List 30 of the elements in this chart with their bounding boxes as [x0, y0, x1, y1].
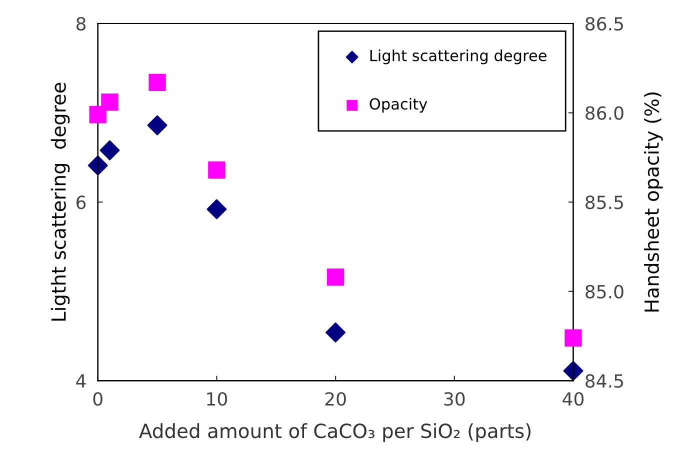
x-tick-label: 30: [444, 392, 465, 406]
y-tick-label: 6: [76, 196, 86, 210]
x-tick-label: 0: [93, 392, 102, 406]
y2-tick-label: 86.0: [586, 106, 624, 120]
y-tick-label: 4: [76, 374, 86, 388]
point: [89, 106, 106, 124]
legend-label: Opacity: [370, 98, 428, 113]
y2-tick-label: 85.0: [586, 284, 624, 299]
point: [564, 329, 582, 346]
y2-axis-title: Handsheet opacity (%): [644, 92, 663, 312]
point: [101, 93, 118, 111]
y-tick-label: 8: [76, 16, 86, 31]
point: [206, 199, 227, 220]
point: [100, 140, 120, 160]
point: [208, 161, 226, 179]
x-tick-label: 10: [207, 392, 227, 406]
x-tick-label: 40: [562, 392, 584, 406]
point: [147, 115, 168, 136]
point: [326, 268, 344, 286]
y2-tick-label: 86.5: [586, 16, 623, 31]
y2-tick-label: 85.5: [586, 196, 623, 210]
point: [326, 322, 346, 342]
point: [148, 74, 166, 92]
y2-tick-label: 84.5: [586, 374, 623, 388]
x-axis-title: Added amount of CaCO₃ per SiO₂ (parts): [139, 423, 531, 442]
y-axis-title: Ligtht scattering degree: [50, 82, 70, 321]
point: [563, 360, 584, 381]
x-tick-label: 20: [325, 392, 346, 406]
legend-label: Light scattering degree: [370, 49, 546, 64]
point: [88, 155, 108, 176]
